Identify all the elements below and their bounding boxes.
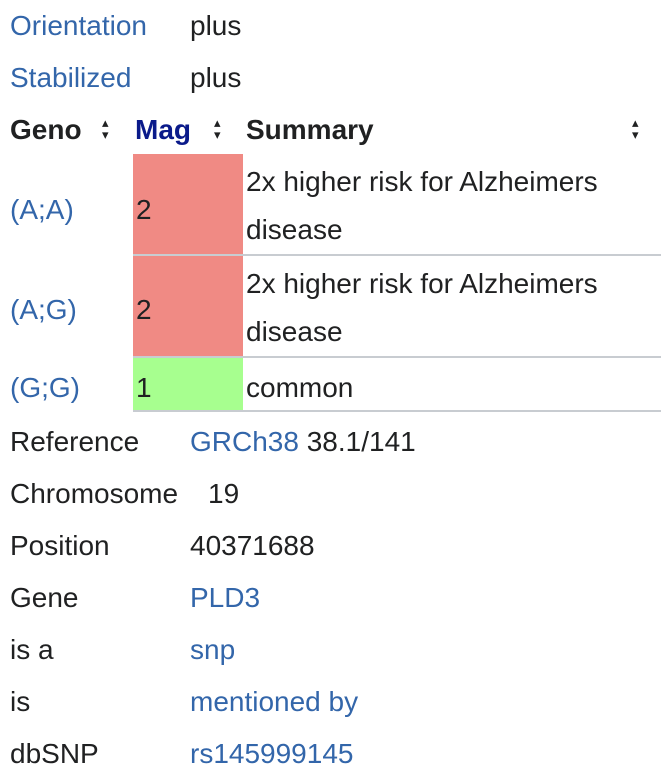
mag-value-row-1: 2 bbox=[136, 194, 152, 225]
geno-row-2[interactable]: (A;G) bbox=[10, 294, 77, 325]
gene-label: Gene bbox=[10, 582, 79, 613]
mag-value-row-2: 2 bbox=[136, 294, 152, 325]
mentioned-by-link[interactable]: mentioned by bbox=[190, 686, 359, 717]
summary-row-2: 2x higher risk for Alzheimers disease bbox=[246, 268, 598, 347]
position-label: Position bbox=[10, 530, 110, 561]
orientation-label[interactable]: Orientation bbox=[10, 10, 147, 41]
reference-value: GRCh38 38.1/141 bbox=[190, 428, 416, 456]
stabilized-value: plus bbox=[190, 62, 242, 93]
row-divider bbox=[133, 254, 661, 256]
reference-version: 38.1/141 bbox=[306, 426, 416, 457]
summary-header[interactable]: Summary bbox=[246, 116, 374, 144]
chromosome-value: 19 bbox=[208, 478, 240, 509]
row-divider bbox=[133, 410, 661, 412]
geno-header[interactable]: Geno bbox=[10, 116, 82, 144]
mag-cell-row-1: 2 bbox=[133, 154, 243, 254]
row-divider bbox=[133, 356, 661, 358]
geno-row-3[interactable]: (G;G) bbox=[10, 372, 80, 403]
dbsnp-link[interactable]: rs145999145 bbox=[190, 738, 354, 769]
mag-cell-row-2: 2 bbox=[133, 256, 243, 356]
grch38-link[interactable]: GRCh38 bbox=[190, 426, 299, 457]
reference-label: Reference bbox=[10, 426, 140, 457]
summary-sort-icon[interactable]: ▴ ▾ bbox=[632, 115, 639, 142]
dbsnp-label: dbSNP bbox=[10, 738, 99, 769]
geno-header-label: Geno bbox=[10, 114, 82, 145]
is-a-label: is a bbox=[10, 634, 54, 665]
stabilized-label[interactable]: Stabilized bbox=[10, 62, 132, 93]
summary-row-3: common bbox=[246, 372, 354, 403]
is-label: is bbox=[10, 686, 31, 717]
geno-sort-icon[interactable]: ▴ ▾ bbox=[102, 115, 109, 142]
gene-link[interactable]: PLD3 bbox=[190, 582, 261, 613]
position-value: 40371688 bbox=[190, 530, 315, 561]
summary-row-1: 2x higher risk for Alzheimers disease bbox=[246, 166, 598, 245]
summary-header-label: Summary bbox=[246, 114, 374, 145]
mag-header-label: Mag bbox=[135, 114, 191, 145]
mag-cell-row-3: 1 bbox=[133, 358, 243, 410]
mag-sort-icon[interactable]: ▴ ▾ bbox=[214, 115, 221, 142]
mag-header[interactable]: Mag bbox=[135, 116, 191, 144]
mag-value-row-3: 1 bbox=[136, 372, 152, 403]
snp-link[interactable]: snp bbox=[190, 634, 236, 665]
chromosome-label: Chromosome bbox=[10, 478, 179, 509]
orientation-value: plus bbox=[190, 10, 242, 41]
geno-row-1[interactable]: (A;A) bbox=[10, 194, 74, 225]
